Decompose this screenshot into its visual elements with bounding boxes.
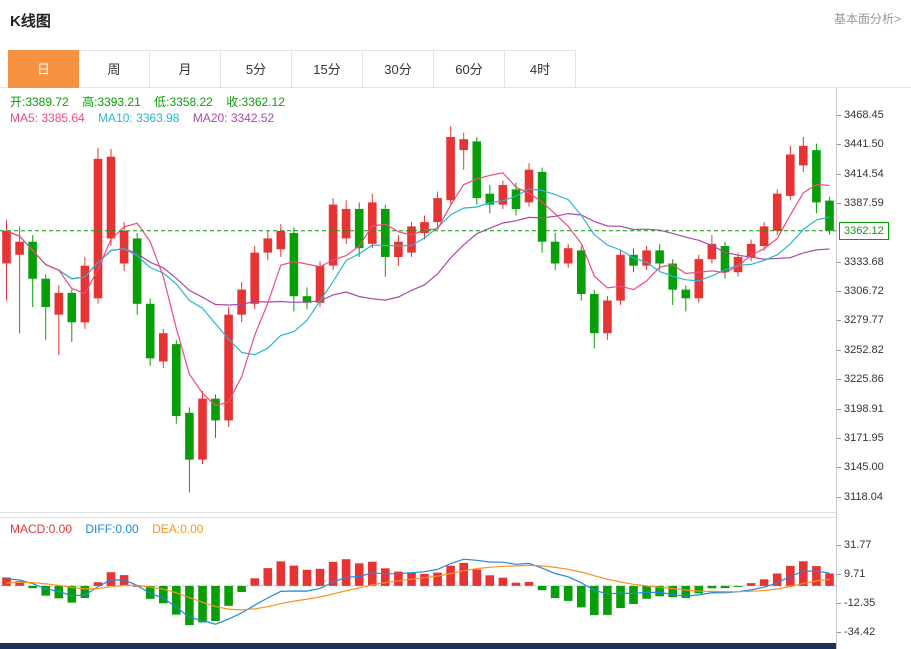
macd-histogram xyxy=(2,559,834,626)
axis-label: 9.71 xyxy=(844,568,866,580)
axis-label: 3468.45 xyxy=(844,109,884,121)
diff-line xyxy=(6,558,830,625)
ohlc-open: 开:3389.72 xyxy=(10,95,69,109)
tab-4hour[interactable]: 4时 xyxy=(505,50,576,88)
interval-tab-bar: 日 周 月 5分 15分 30分 60分 4时 xyxy=(0,50,911,88)
tab-5min[interactable]: 5分 xyxy=(221,50,292,88)
ma5-line xyxy=(6,172,830,407)
candles-layer xyxy=(2,126,834,493)
axis-label: 3387.59 xyxy=(844,197,884,209)
dea-value: DEA:0.00 xyxy=(152,522,204,536)
fundamental-analysis-link[interactable]: 基本面分析> xyxy=(833,12,901,26)
tab-month[interactable]: 月 xyxy=(150,50,221,88)
ma20-line xyxy=(6,212,830,306)
chart-region: 开:3389.72 高:3393.21 低:3358.22 收:3362.12 … xyxy=(0,88,911,649)
axis-tick xyxy=(837,574,841,575)
ma10-line xyxy=(6,188,830,356)
macd-chart[interactable]: MACD:0.00 DIFF:0.00 DEA:0.00 xyxy=(0,518,836,643)
axis-tick xyxy=(837,115,841,116)
macd-value: MACD:0.00 xyxy=(10,522,73,536)
ohlc-close: 收:3362.12 xyxy=(226,95,285,109)
ma10-value: MA10: 3363.98 xyxy=(98,111,180,125)
ohlc-low: 低:3358.22 xyxy=(154,95,213,109)
axis-tick xyxy=(837,379,841,380)
ma-legend: MA5: 3385.64 MA10: 3363.98 MA20: 3342.52 xyxy=(10,111,284,125)
axis-tick xyxy=(837,409,841,410)
axis-tick xyxy=(837,144,841,145)
footer-bar xyxy=(0,643,836,649)
axis-label: -12.35 xyxy=(844,597,876,609)
axis-tick xyxy=(837,174,841,175)
macd-legend: MACD:0.00 DIFF:0.00 DEA:0.00 xyxy=(10,522,213,536)
price-axis: 3362.12 3468.45 3441.50 3414.54 3387.59 3333… xyxy=(836,88,911,649)
tab-week[interactable]: 周 xyxy=(79,50,150,88)
axis-label: 3198.91 xyxy=(844,403,884,415)
panel-divider xyxy=(0,512,836,518)
axis-tick xyxy=(837,545,841,546)
axis-tick xyxy=(837,632,841,633)
ohlc-high: 高:3393.21 xyxy=(82,95,141,109)
tab-60min[interactable]: 60分 xyxy=(434,50,505,88)
ohlc-legend: 开:3389.72 高:3393.21 低:3358.22 收:3362.12 xyxy=(10,93,295,110)
axis-tick xyxy=(837,603,841,604)
axis-tick xyxy=(837,320,841,321)
axis-label: 3279.77 xyxy=(844,314,884,326)
ma20-value: MA20: 3342.52 xyxy=(192,111,275,125)
tab-day[interactable]: 日 xyxy=(8,50,79,88)
axis-label: -34.42 xyxy=(844,626,876,638)
axis-tick xyxy=(837,291,841,292)
tab-15min[interactable]: 15分 xyxy=(292,50,363,88)
page-title: K线图 xyxy=(10,13,51,30)
axis-label: 3333.68 xyxy=(844,256,884,268)
axis-label: 3171.95 xyxy=(844,432,884,444)
diff-value: DIFF:0.00 xyxy=(85,522,139,536)
axis-tick xyxy=(837,262,841,263)
axis-label: 3225.86 xyxy=(844,373,884,385)
axis-tick xyxy=(837,438,841,439)
axis-label: 3441.50 xyxy=(844,138,884,150)
axis-tick xyxy=(837,203,841,204)
candlestick-chart[interactable]: 开:3389.72 高:3393.21 低:3358.22 收:3362.12 … xyxy=(0,88,836,512)
axis-label: 3145.00 xyxy=(844,461,884,473)
axis-label: 3252.82 xyxy=(844,344,884,356)
plot-column: 开:3389.72 高:3393.21 低:3358.22 收:3362.12 … xyxy=(0,88,836,649)
axis-label: 3414.54 xyxy=(844,168,884,180)
axis-tick xyxy=(837,497,841,498)
axis-label: 3306.72 xyxy=(844,285,884,297)
dea-line xyxy=(6,564,830,611)
axis-label: 3118.04 xyxy=(844,491,883,503)
axis-label: 31.77 xyxy=(844,539,872,551)
header: K线图 基本面分析> xyxy=(0,0,911,50)
current-price-badge: 3362.12 xyxy=(839,222,889,240)
main-chart-canvas[interactable] xyxy=(0,88,836,512)
ma5-value: MA5: 3385.64 xyxy=(10,111,85,125)
axis-tick xyxy=(837,350,841,351)
tab-30min[interactable]: 30分 xyxy=(363,50,434,88)
axis-tick xyxy=(837,467,841,468)
macd-chart-canvas[interactable] xyxy=(0,518,836,642)
